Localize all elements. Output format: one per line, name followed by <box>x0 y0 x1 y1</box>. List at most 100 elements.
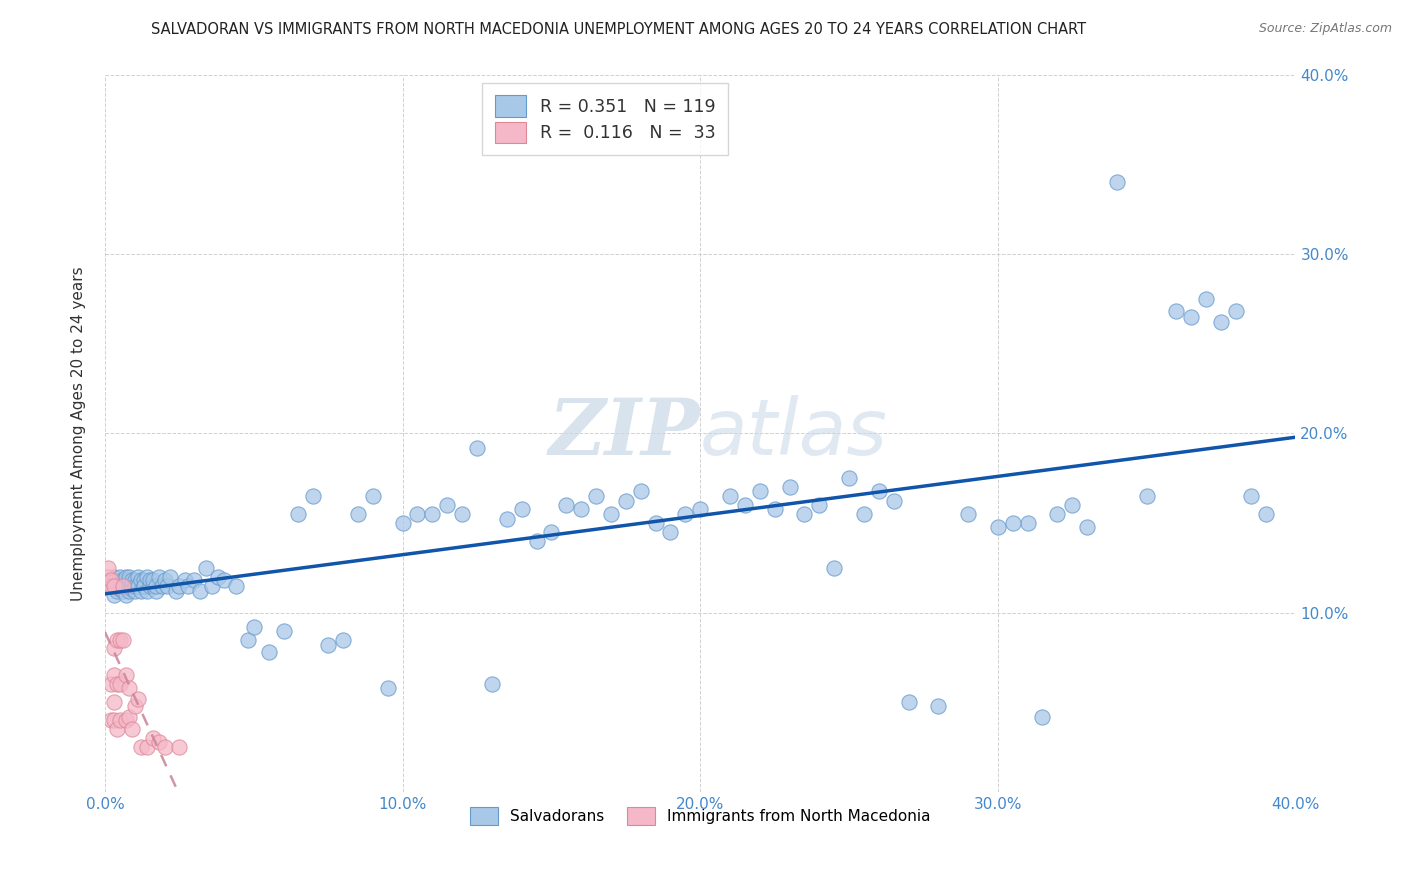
Point <box>105 677 128 691</box>
Point <box>132 579 155 593</box>
Point <box>135 740 157 755</box>
Point <box>150 579 173 593</box>
Point <box>659 524 682 539</box>
Point <box>111 579 134 593</box>
Point <box>156 579 179 593</box>
Point <box>121 582 143 597</box>
Point <box>481 677 503 691</box>
Point <box>100 579 122 593</box>
Point <box>135 570 157 584</box>
Point <box>103 570 125 584</box>
Point <box>1225 304 1247 318</box>
Point <box>630 483 652 498</box>
Point <box>207 570 229 584</box>
Point <box>108 677 131 691</box>
Point <box>153 574 176 588</box>
Point <box>1254 507 1277 521</box>
Point <box>97 570 120 584</box>
Point <box>436 498 458 512</box>
Point <box>287 507 309 521</box>
Point <box>129 574 152 588</box>
Point <box>823 561 845 575</box>
Point <box>118 570 141 584</box>
Point <box>142 731 165 746</box>
Point <box>121 722 143 736</box>
Point <box>1180 310 1202 324</box>
Point <box>142 574 165 588</box>
Point <box>121 579 143 593</box>
Point <box>135 584 157 599</box>
Point <box>103 668 125 682</box>
Point <box>1001 516 1024 530</box>
Point <box>316 638 339 652</box>
Point <box>600 507 623 521</box>
Point <box>138 579 160 593</box>
Point <box>347 507 370 521</box>
Point <box>114 570 136 584</box>
Point <box>673 507 696 521</box>
Text: Source: ZipAtlas.com: Source: ZipAtlas.com <box>1258 22 1392 36</box>
Point <box>808 498 831 512</box>
Point <box>174 574 197 588</box>
Point <box>1076 519 1098 533</box>
Point <box>132 574 155 588</box>
Point <box>614 494 637 508</box>
Point <box>129 584 152 599</box>
Point <box>100 579 122 593</box>
Point <box>391 516 413 530</box>
Point <box>105 584 128 599</box>
Point <box>1031 709 1053 723</box>
Point <box>118 709 141 723</box>
Point <box>585 489 607 503</box>
Point <box>183 574 205 588</box>
Point <box>852 507 875 521</box>
Point <box>124 579 146 593</box>
Point <box>103 588 125 602</box>
Point <box>169 740 191 755</box>
Point <box>987 519 1010 533</box>
Point <box>540 524 562 539</box>
Point <box>718 489 741 503</box>
Point <box>108 570 131 584</box>
Point <box>108 713 131 727</box>
Point <box>165 584 187 599</box>
Point <box>121 574 143 588</box>
Point <box>145 584 167 599</box>
Point <box>689 501 711 516</box>
Point <box>127 570 149 584</box>
Point <box>1240 489 1263 503</box>
Point <box>129 740 152 755</box>
Point <box>103 579 125 593</box>
Point <box>132 579 155 593</box>
Point <box>114 713 136 727</box>
Point <box>1166 304 1188 318</box>
Point <box>377 681 399 695</box>
Point <box>105 722 128 736</box>
Point <box>148 570 170 584</box>
Point <box>177 579 200 593</box>
Point <box>100 713 122 727</box>
Point <box>159 570 181 584</box>
Point <box>111 632 134 647</box>
Point <box>103 695 125 709</box>
Point <box>100 677 122 691</box>
Point <box>883 494 905 508</box>
Point <box>108 582 131 597</box>
Point <box>257 645 280 659</box>
Point <box>793 507 815 521</box>
Point <box>868 483 890 498</box>
Point <box>169 579 191 593</box>
Point <box>105 632 128 647</box>
Point <box>100 574 122 588</box>
Point <box>148 735 170 749</box>
Point <box>145 579 167 593</box>
Point <box>188 584 211 599</box>
Point <box>927 698 949 713</box>
Y-axis label: Unemployment Among Ages 20 to 24 years: Unemployment Among Ages 20 to 24 years <box>72 266 86 600</box>
Point <box>451 507 474 521</box>
Point <box>124 698 146 713</box>
Point <box>114 579 136 593</box>
Point <box>108 574 131 588</box>
Point <box>526 533 548 548</box>
Point <box>1046 507 1069 521</box>
